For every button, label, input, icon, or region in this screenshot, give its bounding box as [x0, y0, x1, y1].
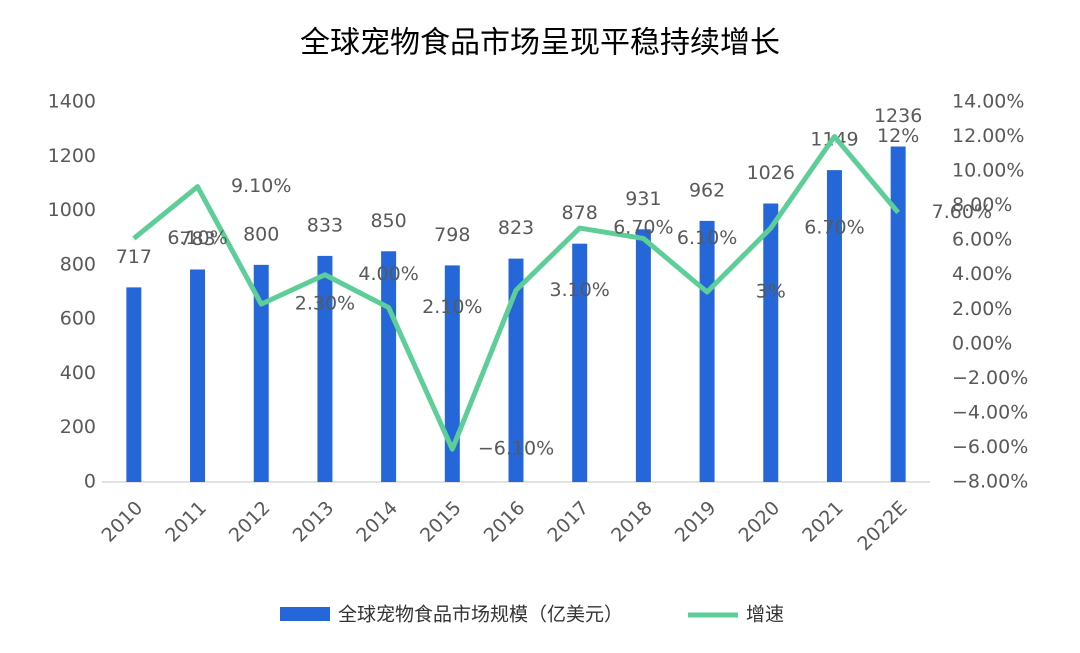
bar: [444, 265, 460, 482]
y2-tick-label: 0.00%: [952, 332, 1012, 354]
bar-value-label: 1236: [874, 105, 922, 127]
x-tick-label: 2010: [98, 497, 148, 547]
growth-label: 2.10%: [422, 296, 482, 318]
bar: [572, 243, 588, 482]
growth-label: 6.70%: [804, 217, 864, 239]
legend-swatch: [280, 607, 330, 621]
y2-tick-label: −4.00%: [952, 401, 1028, 423]
bar-value-label: 962: [689, 179, 725, 201]
x-tick-label: 2019: [671, 497, 721, 547]
growth-label: 12%: [877, 125, 919, 147]
bar-value-label: 850: [370, 210, 406, 232]
y2-tick-label: −2.00%: [952, 367, 1028, 389]
y2-tick-label: 12.00%: [952, 125, 1024, 147]
bar: [190, 269, 206, 482]
legend-label: 全球宠物食品市场规模（亿美元）: [338, 604, 623, 626]
y2-tick-label: 2.00%: [952, 298, 1012, 320]
y-tick-label: 200: [60, 416, 96, 438]
growth-label: 9.10%: [231, 175, 291, 197]
x-tick-label: 2015: [416, 497, 466, 547]
bar-value-label: 1026: [747, 162, 795, 184]
x-tick-label: 2013: [289, 497, 339, 547]
bar: [508, 258, 524, 482]
bar-value-label: 800: [243, 223, 279, 245]
growth-label: 6.10%: [167, 227, 227, 249]
y2-tick-label: 14.00%: [952, 91, 1024, 113]
x-tick-label: 2020: [734, 497, 784, 547]
y-tick-label: 1400: [48, 91, 96, 113]
y2-tick-label: 8.00%: [952, 194, 1012, 216]
bar: [635, 229, 651, 482]
x-tick-label: 2011: [161, 497, 211, 547]
y-tick-label: 0: [84, 471, 96, 493]
y2-tick-label: −6.00%: [952, 436, 1028, 458]
x-tick-label: 2012: [225, 497, 275, 547]
growth-label: 2.30%: [295, 293, 355, 315]
y-tick-label: 400: [60, 362, 96, 384]
bar: [826, 170, 842, 482]
x-tick-label: 2017: [543, 497, 593, 547]
growth-label: 3%: [756, 281, 786, 303]
y-tick-label: 1000: [48, 199, 96, 221]
bar: [890, 146, 906, 482]
bar-value-label: 783: [179, 228, 215, 250]
bar-value-label: 833: [307, 214, 343, 236]
x-tick-label: 2018: [607, 497, 657, 547]
bar: [381, 251, 397, 482]
y2-tick-label: −8.00%: [952, 471, 1028, 493]
bar: [253, 264, 269, 482]
x-tick-label: 2014: [352, 497, 402, 547]
growth-label: 3.10%: [550, 279, 610, 301]
growth-label: 7.60%: [932, 201, 992, 223]
growth-label: 6.10%: [677, 227, 737, 249]
legend-label: 增速: [746, 604, 784, 626]
bar-value-label: 798: [434, 224, 470, 246]
bar-value-label: 931: [625, 188, 661, 210]
bar: [126, 287, 142, 482]
bar-value-label: 823: [498, 217, 534, 239]
y-tick-label: 600: [60, 308, 96, 330]
growth-label: 6.70%: [613, 217, 673, 239]
growth-label: 4.00%: [358, 263, 418, 285]
bar: [763, 203, 779, 482]
bar: [699, 220, 715, 482]
y-tick-label: 800: [60, 253, 96, 275]
y2-tick-label: 6.00%: [952, 229, 1012, 251]
y-tick-label: 1200: [48, 145, 96, 167]
x-tick-label: 2021: [798, 497, 848, 547]
bar: [317, 255, 333, 482]
growth-label: −6.10%: [478, 438, 554, 460]
y2-tick-label: 10.00%: [952, 160, 1024, 182]
x-tick-label: 2022E: [853, 497, 911, 555]
bar-value-label: 878: [562, 202, 598, 224]
y2-tick-label: 4.00%: [952, 263, 1012, 285]
x-tick-label: 2016: [480, 497, 530, 547]
bar-value-label: 717: [116, 246, 152, 268]
growth-line: [132, 134, 901, 452]
chart-title: 全球宠物食品市场呈现平稳持续增长: [300, 26, 780, 61]
